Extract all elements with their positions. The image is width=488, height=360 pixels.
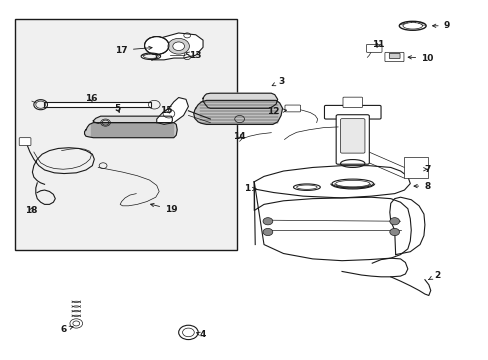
Text: 13: 13 <box>185 51 202 60</box>
Polygon shape <box>389 197 424 255</box>
Polygon shape <box>157 98 188 125</box>
FancyBboxPatch shape <box>19 138 31 145</box>
Circle shape <box>263 228 272 235</box>
FancyBboxPatch shape <box>340 119 364 153</box>
FancyBboxPatch shape <box>388 53 399 58</box>
Polygon shape <box>254 166 409 198</box>
Text: 7: 7 <box>423 165 429 174</box>
Text: 16: 16 <box>84 94 97 103</box>
Circle shape <box>144 37 168 54</box>
Circle shape <box>167 39 189 54</box>
Circle shape <box>263 218 272 225</box>
Text: 4: 4 <box>196 330 206 339</box>
Circle shape <box>389 218 399 225</box>
Polygon shape <box>84 123 177 138</box>
Bar <box>15 19 237 250</box>
Polygon shape <box>254 182 410 261</box>
Text: 14: 14 <box>233 132 245 141</box>
Circle shape <box>389 228 399 235</box>
FancyBboxPatch shape <box>342 97 362 108</box>
Polygon shape <box>203 93 277 108</box>
Polygon shape <box>93 116 172 123</box>
Text: 2: 2 <box>428 270 439 280</box>
Text: 9: 9 <box>432 21 449 30</box>
Text: 8: 8 <box>413 181 429 190</box>
Polygon shape <box>193 100 282 125</box>
FancyBboxPatch shape <box>366 44 381 52</box>
Text: 19: 19 <box>150 203 177 214</box>
FancyBboxPatch shape <box>324 105 380 119</box>
Circle shape <box>172 42 184 50</box>
FancyBboxPatch shape <box>285 105 300 112</box>
Text: 11: 11 <box>371 40 384 49</box>
Text: 6: 6 <box>61 325 73 334</box>
Text: 12: 12 <box>267 107 286 116</box>
Text: 5: 5 <box>114 104 121 113</box>
Text: 10: 10 <box>407 54 433 63</box>
Text: 1: 1 <box>244 184 255 193</box>
FancyBboxPatch shape <box>335 115 368 164</box>
FancyBboxPatch shape <box>384 52 403 62</box>
Polygon shape <box>152 33 203 60</box>
Text: 18: 18 <box>24 206 37 215</box>
Bar <box>43 102 151 107</box>
Bar <box>404 157 427 178</box>
Text: 15: 15 <box>160 105 172 114</box>
Text: 3: 3 <box>271 77 284 86</box>
Text: 17: 17 <box>115 46 152 55</box>
